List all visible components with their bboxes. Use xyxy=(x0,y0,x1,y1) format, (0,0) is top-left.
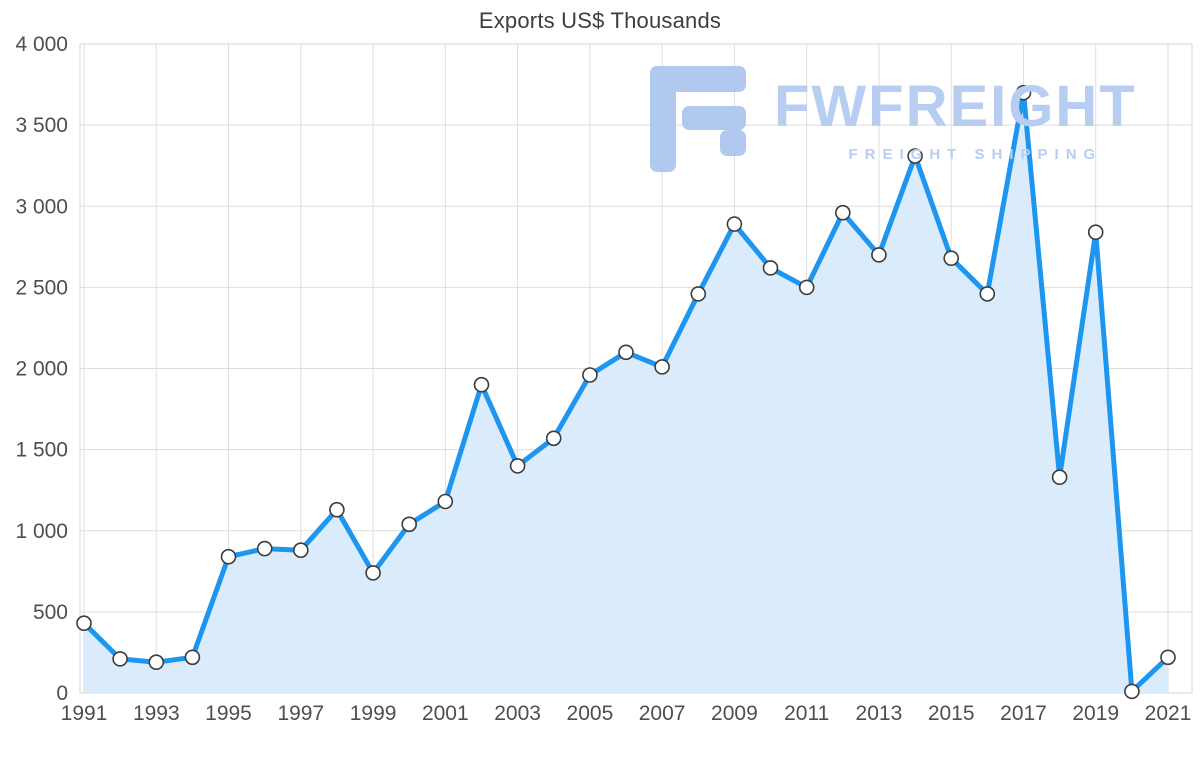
data-point-2005[interactable] xyxy=(582,367,598,383)
data-point-1996[interactable] xyxy=(256,540,273,557)
y-tick-label-3500: 3 500 xyxy=(15,114,68,137)
x-tick-label-1995: 1995 xyxy=(205,702,252,725)
data-point-1993[interactable] xyxy=(148,654,165,671)
data-point-2016[interactable] xyxy=(979,286,996,302)
x-tick-label-2021: 2021 xyxy=(1145,702,1192,725)
data-point-2008[interactable] xyxy=(690,286,707,302)
y-tick-label-4000: 4 000 xyxy=(15,33,68,56)
data-point-2012[interactable] xyxy=(834,204,851,221)
y-tick-label-0: 0 xyxy=(56,682,68,705)
data-point-2002[interactable] xyxy=(473,376,490,393)
y-tick-label-1500: 1 500 xyxy=(15,439,68,462)
y-tick-label-3000: 3 000 xyxy=(15,195,68,218)
y-tick-label-2500: 2 500 xyxy=(15,276,68,299)
data-point-2009[interactable] xyxy=(726,216,743,232)
data-point-1995[interactable] xyxy=(220,548,237,565)
data-point-2015[interactable] xyxy=(943,250,960,267)
data-point-2017[interactable] xyxy=(1015,84,1032,101)
data-point-2020[interactable] xyxy=(1124,683,1140,700)
data-point-2018[interactable] xyxy=(1051,469,1068,486)
y-tick-label-1000: 1 000 xyxy=(15,520,68,543)
data-point-2003[interactable] xyxy=(509,458,526,474)
data-point-2001[interactable] xyxy=(437,493,454,510)
data-point-2014[interactable] xyxy=(907,148,923,164)
x-tick-label-2019: 2019 xyxy=(1072,702,1119,725)
y-tick-label-2000: 2 000 xyxy=(15,358,68,381)
y-tick-label-500: 500 xyxy=(33,601,68,624)
x-tick-label-2007: 2007 xyxy=(639,702,686,725)
data-point-2013[interactable] xyxy=(871,247,887,263)
data-point-2000[interactable] xyxy=(401,516,418,533)
x-tick-label-2001: 2001 xyxy=(422,702,469,725)
data-point-2011[interactable] xyxy=(798,279,815,296)
data-point-1999[interactable] xyxy=(365,565,381,581)
data-point-2006[interactable] xyxy=(618,344,634,361)
data-point-2007[interactable] xyxy=(654,359,670,375)
x-tick-label-2009: 2009 xyxy=(711,702,758,725)
data-point-2004[interactable] xyxy=(545,430,562,447)
x-tick-label-1991: 1991 xyxy=(61,702,108,725)
x-tick-label-2013: 2013 xyxy=(856,702,903,725)
x-tick-label-1993: 1993 xyxy=(133,702,180,725)
data-point-1997[interactable] xyxy=(292,542,309,559)
data-point-1998[interactable] xyxy=(329,501,345,518)
data-point-2021[interactable] xyxy=(1160,649,1176,666)
data-point-1992[interactable] xyxy=(112,651,128,667)
x-tick-label-1997: 1997 xyxy=(277,702,324,725)
x-tick-label-2005: 2005 xyxy=(567,702,614,725)
x-tick-label-2017: 2017 xyxy=(1000,702,1047,725)
data-point-2019[interactable] xyxy=(1087,224,1104,240)
x-tick-label-2011: 2011 xyxy=(784,702,829,725)
x-tick-label-1999: 1999 xyxy=(350,702,397,725)
data-point-1991[interactable] xyxy=(76,615,92,632)
x-tick-label-2003: 2003 xyxy=(494,702,541,725)
data-point-2010[interactable] xyxy=(762,260,779,276)
data-point-1994[interactable] xyxy=(184,649,201,666)
x-tick-label-2015: 2015 xyxy=(928,702,975,725)
chart-title: Exports US$ Thousands xyxy=(478,8,722,33)
